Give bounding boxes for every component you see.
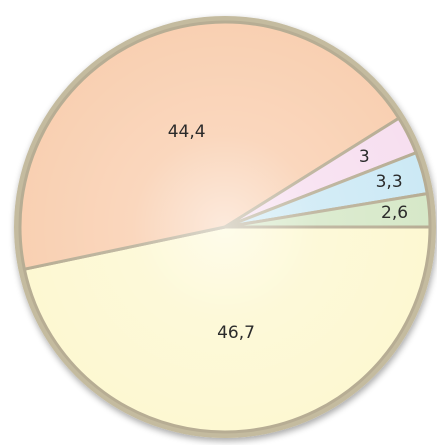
pie-labels: 46,7 44,4 3 3,3 2,6 <box>168 122 408 343</box>
slice-value-label: 2,6 <box>381 203 408 223</box>
slice-value-label: 44,4 <box>168 122 206 142</box>
pie-slices <box>18 20 432 434</box>
slice-value-label: 3,3 <box>376 172 403 192</box>
slice-value-label: 3 <box>359 147 370 167</box>
slice-value-label: 46,7 <box>217 323 255 343</box>
